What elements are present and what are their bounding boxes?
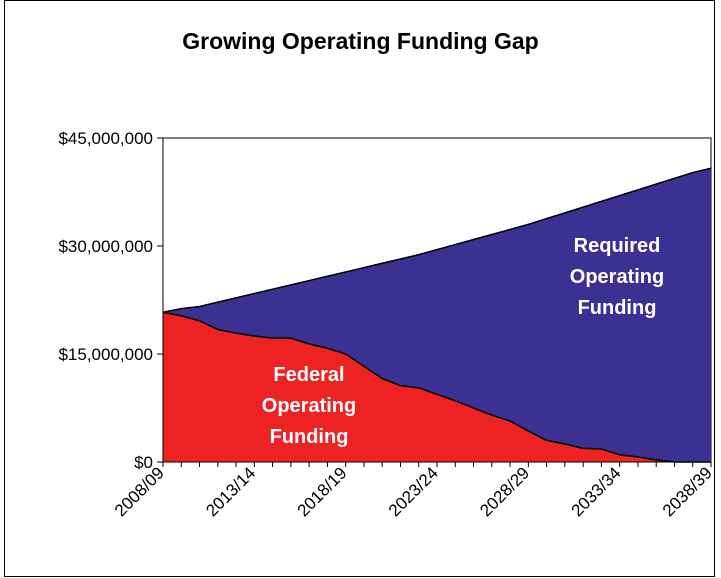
chart-title: Growing Operating Funding Gap: [182, 28, 539, 54]
required-funding-line: [162, 167, 712, 313]
x-tick-label: 2033/34: [568, 463, 625, 520]
federal-funding-label: Federal: [273, 364, 344, 386]
required-funding-label: Required: [574, 235, 661, 257]
x-tick-label: 2018/19: [294, 463, 351, 520]
y-tick-label: $0: [134, 453, 153, 472]
x-tick-label: 2013/14: [202, 463, 259, 520]
federal-funding-label: Funding: [270, 426, 349, 448]
y-tick-label: $30,000,000: [58, 237, 153, 256]
x-tick-label: 2028/29: [476, 463, 533, 520]
federal-funding-area: [163, 312, 711, 462]
required-funding-label: Operating: [570, 266, 664, 288]
x-tick-label: 2023/24: [385, 463, 442, 520]
y-tick-label: $45,000,000: [58, 129, 153, 148]
plot-area: $0$15,000,000$30,000,000$45,000,0002008/…: [58, 129, 715, 520]
required-funding-label: Funding: [578, 297, 657, 319]
y-tick-label: $15,000,000: [58, 345, 153, 364]
federal-funding-label: Operating: [262, 395, 356, 417]
federal-funding-line: [162, 311, 711, 463]
x-tick-label: 2038/39: [659, 463, 716, 520]
